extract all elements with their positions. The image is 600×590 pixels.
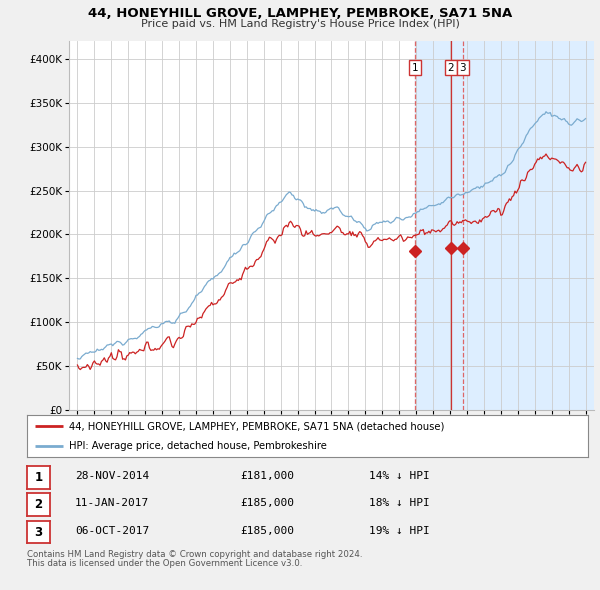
Text: Price paid vs. HM Land Registry's House Price Index (HPI): Price paid vs. HM Land Registry's House … [140, 19, 460, 29]
Text: £181,000: £181,000 [240, 471, 294, 481]
Bar [415, 41, 600, 410]
Text: 1: 1 [412, 63, 418, 73]
Text: 3: 3 [34, 526, 43, 539]
Text: 11-JAN-2017: 11-JAN-2017 [75, 499, 149, 508]
Text: 2: 2 [34, 498, 43, 511]
Text: 3: 3 [460, 63, 466, 73]
Text: This data is licensed under the Open Government Licence v3.0.: This data is licensed under the Open Gov… [27, 559, 302, 568]
Text: 44, HONEYHILL GROVE, LAMPHEY, PEMBROKE, SA71 5NA (detached house): 44, HONEYHILL GROVE, LAMPHEY, PEMBROKE, … [69, 421, 445, 431]
Text: 18% ↓ HPI: 18% ↓ HPI [369, 499, 430, 508]
Text: £185,000: £185,000 [240, 499, 294, 508]
Text: HPI: Average price, detached house, Pembrokeshire: HPI: Average price, detached house, Pemb… [69, 441, 327, 451]
Text: 44, HONEYHILL GROVE, LAMPHEY, PEMBROKE, SA71 5NA: 44, HONEYHILL GROVE, LAMPHEY, PEMBROKE, … [88, 7, 512, 20]
Text: 2: 2 [448, 63, 454, 73]
Text: £185,000: £185,000 [240, 526, 294, 536]
Text: 1: 1 [34, 471, 43, 484]
Text: 19% ↓ HPI: 19% ↓ HPI [369, 526, 430, 536]
Text: 06-OCT-2017: 06-OCT-2017 [75, 526, 149, 536]
Text: Contains HM Land Registry data © Crown copyright and database right 2024.: Contains HM Land Registry data © Crown c… [27, 550, 362, 559]
Text: 28-NOV-2014: 28-NOV-2014 [75, 471, 149, 481]
Text: 14% ↓ HPI: 14% ↓ HPI [369, 471, 430, 481]
